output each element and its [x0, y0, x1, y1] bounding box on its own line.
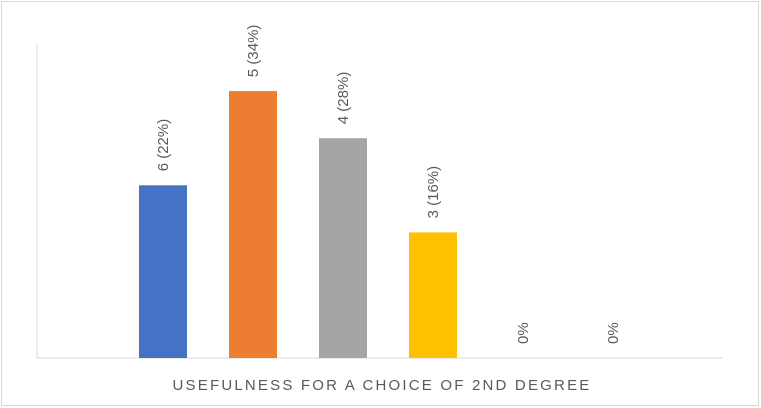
x-axis-title: USEFULNESS FOR A CHOICE OF 2ND DEGREE — [173, 377, 592, 394]
bar-series — [139, 91, 457, 358]
bar-4 — [409, 232, 457, 358]
bar-3 — [319, 138, 367, 358]
data-label-1: 6 (22%) — [155, 119, 172, 172]
data-label-5: 0% — [515, 322, 532, 344]
data-label-6: 0% — [605, 322, 622, 344]
data-label-group: 6 (22%) 5 (34%) 4 (28%) 3 (16%) 0% 0% — [155, 25, 622, 344]
data-label-4: 3 (16%) — [425, 166, 442, 219]
data-label-2: 5 (34%) — [245, 25, 262, 78]
data-label-3: 4 (28%) — [335, 72, 352, 125]
bar-1 — [139, 185, 187, 358]
bar-2 — [229, 91, 277, 358]
